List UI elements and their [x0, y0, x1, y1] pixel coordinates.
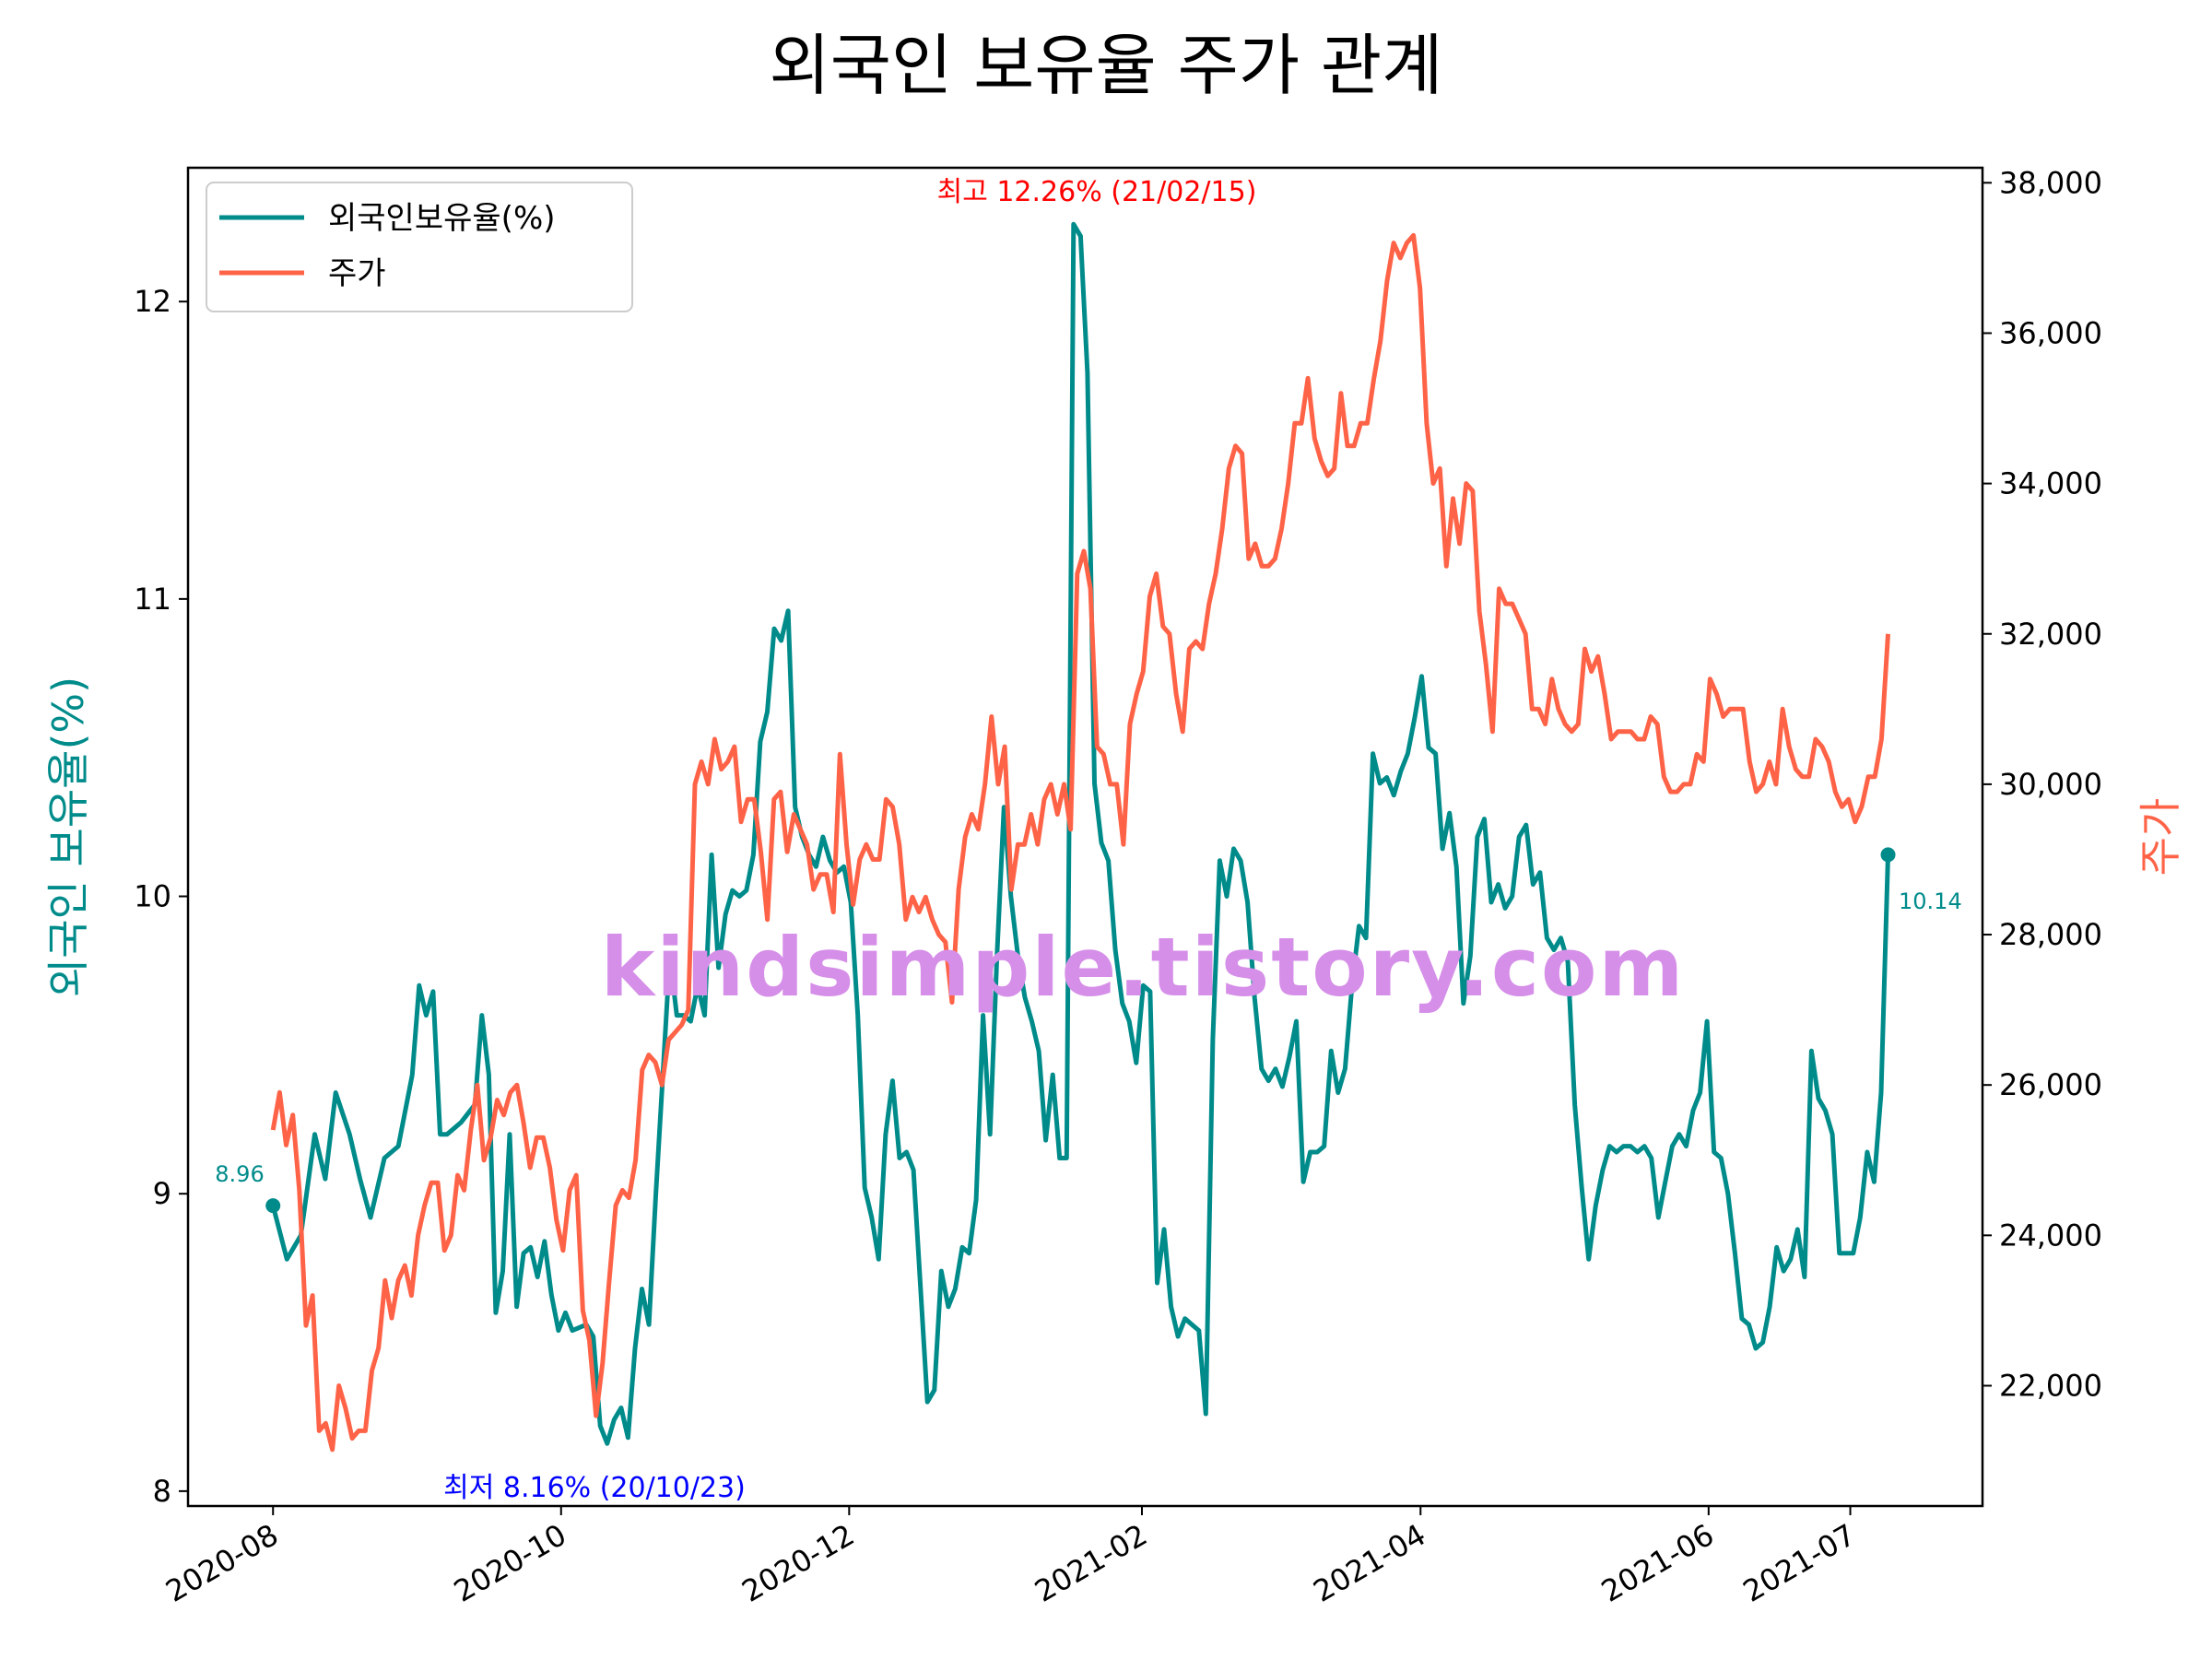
- end-point-marker: [1880, 847, 1896, 863]
- legend-box: [206, 182, 633, 312]
- legend: 외국인보유율(%) 주가: [206, 182, 633, 312]
- y-left-tick-label: 10: [134, 879, 171, 914]
- chart-title: 외국인 보유율 주가 관계: [769, 27, 1442, 104]
- start-value-label: 8.96: [215, 1161, 264, 1187]
- end-value-label: 10.14: [1899, 888, 1962, 914]
- y-right-tick-label: 32,000: [1999, 617, 2102, 652]
- y-right-tick-label: 38,000: [1999, 165, 2102, 200]
- legend-label-price: 주가: [328, 255, 386, 292]
- y-right-tick-label: 24,000: [1999, 1218, 2102, 1253]
- y-right-tick-label: 26,000: [1999, 1067, 2102, 1102]
- y-right-tick-label: 30,000: [1999, 767, 2102, 802]
- start-point-marker: [265, 1198, 281, 1214]
- ownership-line: [270, 221, 1890, 1446]
- y-left-tick-label: 8: [153, 1474, 171, 1509]
- y-right-tick-label: 34,000: [1999, 466, 2102, 501]
- y-axis-right: 22,000 24,000 26,000 28,000 30,000 32,000 34,0…: [1983, 165, 2102, 1403]
- watermark: kindsimple.tistory.com: [601, 920, 1685, 1015]
- y-right-tick-label: 22,000: [1999, 1368, 2102, 1403]
- y-axis-left-label: 외국인 보유율(%): [43, 677, 93, 997]
- y-left-tick-label: 9: [153, 1176, 171, 1211]
- y-right-tick-label: 28,000: [1999, 917, 2102, 952]
- min-annotation: 최저 8.16% (20/10/23): [443, 1472, 746, 1504]
- y-right-tick-label: 36,000: [1999, 315, 2102, 350]
- max-annotation: 최고 12.26% (21/02/15): [937, 176, 1257, 208]
- y-axis-right-label: 주가: [2136, 798, 2185, 877]
- y-left-tick-label: 11: [134, 582, 171, 617]
- y-axis-left: 8 9 10 11 12: [134, 284, 188, 1509]
- plot-frame: [186, 166, 1984, 1508]
- plot-lines: [265, 221, 1896, 1453]
- legend-label-ownership: 외국인보유율(%): [328, 200, 556, 237]
- price-line: [270, 232, 1890, 1453]
- y-left-tick-label: 12: [134, 284, 171, 319]
